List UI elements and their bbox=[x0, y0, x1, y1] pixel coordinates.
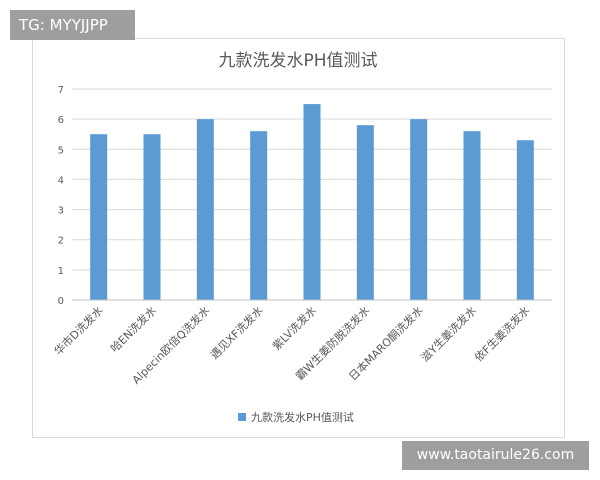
bar bbox=[90, 134, 108, 300]
y-axis-ticks: 0 1 2 3 4 5 6 7 bbox=[58, 85, 64, 307]
category-label: 滋Y生姜洗发水 bbox=[418, 303, 479, 364]
y-tick-label: 3 bbox=[58, 206, 64, 217]
bar bbox=[356, 125, 374, 301]
bar bbox=[410, 119, 428, 301]
legend: 九款洗发水PH值测试 bbox=[238, 410, 354, 424]
category-label: 哈EN洗发水 bbox=[107, 303, 159, 355]
watermark-top: TG: MYYJJPP bbox=[10, 10, 135, 40]
chart-title: 九款洗发水PH值测试 bbox=[218, 51, 377, 71]
category-label: 依F生姜洗发水 bbox=[471, 303, 532, 364]
bar bbox=[143, 134, 161, 300]
bar bbox=[516, 140, 534, 300]
watermark-bottom: www.taotairule26.com bbox=[402, 441, 589, 470]
bar bbox=[250, 131, 268, 300]
bars bbox=[90, 104, 534, 301]
y-tick-label: 2 bbox=[58, 236, 64, 247]
bar bbox=[196, 119, 214, 301]
y-tick-label: 7 bbox=[58, 85, 64, 96]
y-tick-label: 6 bbox=[58, 115, 64, 126]
y-tick-label: 5 bbox=[58, 145, 64, 156]
category-label: 遇见XF洗发水 bbox=[207, 303, 266, 362]
category-label: 华市D洗发水 bbox=[51, 303, 106, 358]
y-tick-label: 4 bbox=[58, 175, 64, 186]
bar bbox=[303, 104, 321, 300]
legend-swatch bbox=[238, 413, 246, 421]
bar bbox=[463, 131, 481, 300]
y-tick-label: 0 bbox=[58, 296, 64, 307]
y-tick-label: 1 bbox=[58, 266, 64, 277]
category-label: 紫LV洗发水 bbox=[269, 303, 319, 353]
legend-label: 九款洗发水PH值测试 bbox=[251, 410, 354, 424]
